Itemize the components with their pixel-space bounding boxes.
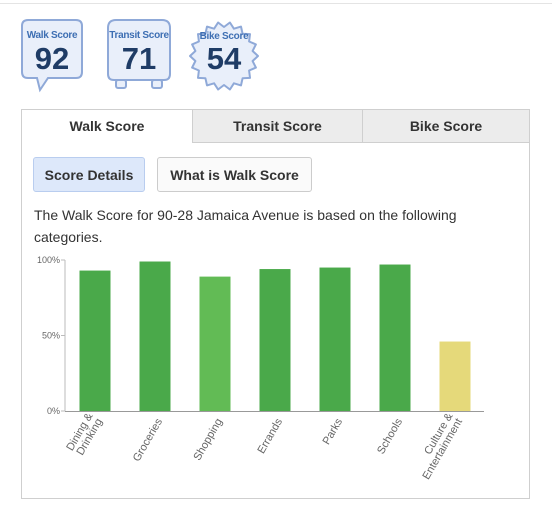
- x-tick-label: Shopping: [191, 417, 225, 463]
- bar-3: [259, 269, 291, 411]
- bar-1: [139, 261, 171, 411]
- x-tick-label: Schools: [375, 416, 405, 456]
- x-tick-label: Dining &Drinking: [64, 410, 105, 458]
- bar-6: [439, 341, 471, 411]
- bar-2: [199, 276, 231, 411]
- x-tick-label: Errands: [255, 416, 285, 456]
- bus-icon: [107, 19, 171, 89]
- y-tick-label: 0%: [47, 406, 60, 416]
- x-tick-label: Groceries: [131, 416, 165, 464]
- y-tick-label: 100%: [37, 255, 60, 265]
- walk-score-badge[interactable]: Walk Score 92: [20, 18, 84, 94]
- score-description: The Walk Score for 90-28 Jamaica Avenue …: [34, 207, 457, 245]
- tab-transit-score[interactable]: Transit Score: [192, 110, 362, 143]
- score-badges: Walk Score 92 Transit Score 71 Bike Scor…: [20, 18, 270, 94]
- walk-score-value: 92: [34, 41, 70, 76]
- x-tick-label-line: Parks: [321, 416, 346, 447]
- score-details-button[interactable]: Score Details: [33, 157, 145, 192]
- bike-score-label: Bike Score: [199, 31, 249, 42]
- x-tick-label-line: Groceries: [131, 416, 165, 464]
- bike-score-value: 54: [206, 41, 242, 76]
- bike-score-badge[interactable]: Bike Score 54: [188, 18, 260, 94]
- x-tick-label-line: Errands: [255, 416, 285, 456]
- gear-icon: [189, 21, 259, 91]
- what-is-walk-score-button[interactable]: What is Walk Score: [157, 157, 312, 192]
- score-panel: Walk Score Transit Score Bike Score Scor…: [21, 109, 530, 499]
- transit-score-value: 71: [121, 41, 157, 76]
- tab-bike-score[interactable]: Bike Score: [362, 110, 529, 143]
- x-tick-label-line: Schools: [375, 416, 405, 456]
- x-tick-label: Parks: [321, 416, 346, 447]
- y-tick-label: 50%: [42, 331, 60, 341]
- bar-0: [79, 270, 111, 411]
- score-tabs: Walk Score Transit Score Bike Score: [22, 110, 529, 143]
- category-bar-chart: 0% 50% 100% Dining &Drinking Groceries Shoppi…: [37, 255, 484, 482]
- transit-score-badge[interactable]: Transit Score 71: [106, 18, 172, 94]
- x-tick-label-line: Shopping: [191, 417, 225, 463]
- tab-walk-score[interactable]: Walk Score: [22, 110, 192, 143]
- bar-5: [379, 264, 411, 411]
- transit-score-label: Transit Score: [109, 30, 169, 41]
- walk-score-label: Walk Score: [26, 30, 78, 41]
- top-divider: [0, 3, 552, 4]
- bar-4: [319, 267, 351, 411]
- x-tick-label: Culture &Entertainment: [411, 410, 465, 481]
- speech-bubble-icon: [21, 19, 83, 93]
